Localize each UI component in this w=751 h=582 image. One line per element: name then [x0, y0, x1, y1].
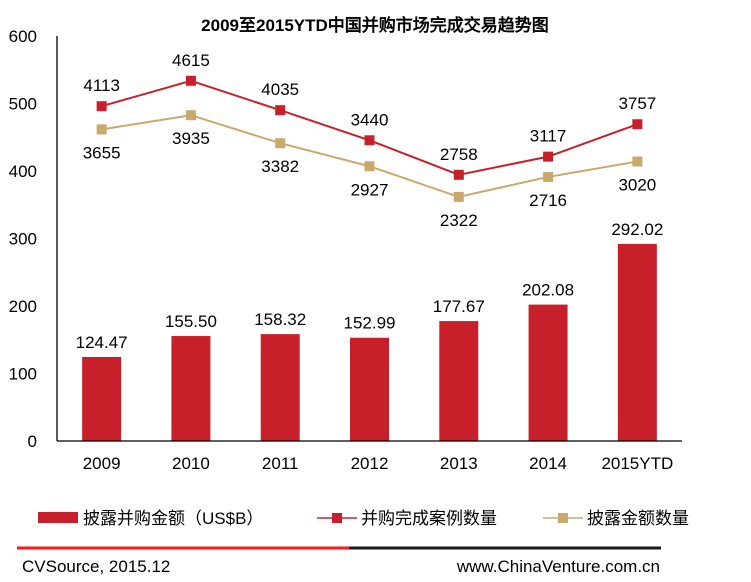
chart-title: 2009至2015YTD中国并购市场完成交易趋势图: [201, 15, 549, 35]
data-point-marker[interactable]: [185, 110, 196, 121]
line-data-label: 3020: [618, 176, 656, 195]
bar[interactable]: [82, 356, 122, 441]
x-tick-label: 2013: [440, 454, 478, 473]
bar[interactable]: [171, 336, 211, 441]
bar-data-label: 177.67: [433, 297, 485, 316]
data-point-marker[interactable]: [632, 119, 643, 130]
source-note: CVSource, 2015.12: [22, 557, 170, 576]
legend-label: 披露并购金额（US$B）: [83, 509, 263, 528]
line-series: 4113 4615 4035 3440 2758 3117 3757 3655 3935 3382…: [83, 51, 657, 230]
data-point-marker[interactable]: [543, 171, 554, 182]
legend-swatch-marker: [558, 513, 568, 523]
bar[interactable]: [528, 304, 568, 441]
line-data-label: 4615: [172, 51, 210, 70]
line-data-label: 2716: [529, 191, 567, 210]
data-point-marker[interactable]: [364, 161, 375, 172]
line-data-label: 3440: [351, 110, 389, 129]
bar-data-label: 202.08: [522, 281, 574, 300]
website-link[interactable]: www.ChinaVenture.com.cn: [456, 557, 660, 576]
bar-data-label: 124.47: [76, 333, 128, 352]
legend-item-disclosed-count[interactable]: 披露金额数量: [543, 509, 689, 528]
bar-data-labels: 124.47 155.50 158.32 152.99 177.67 202.08 292.…: [76, 220, 664, 352]
line-data-label: 3382: [261, 157, 299, 176]
footer: CVSource, 2015.12 www.ChinaVenture.com.c…: [17, 546, 661, 576]
data-point-marker[interactable]: [96, 101, 107, 112]
data-point-marker[interactable]: [453, 169, 464, 180]
legend-swatch-bar: [38, 512, 78, 523]
y-tick-label: 600: [9, 27, 37, 46]
x-tick-label: 2012: [351, 454, 389, 473]
y-tick-label: 300: [9, 230, 37, 249]
bar-data-label: 152.99: [344, 314, 396, 333]
line-data-label: 3117: [530, 127, 567, 146]
x-tick-label: 2014: [529, 454, 567, 473]
x-tick-label: 2010: [172, 454, 210, 473]
legend-swatch-marker: [332, 513, 342, 523]
bar[interactable]: [350, 337, 389, 441]
bar-data-label: 155.50: [165, 312, 217, 331]
line-data-label: 4035: [261, 80, 299, 99]
legend: 披露并购金额（US$B） 并购完成案例数量 披露金额数量: [38, 509, 689, 528]
x-tick-label: 2009: [83, 454, 121, 473]
data-point-marker[interactable]: [185, 75, 196, 86]
x-axis-ticks: 2009 2010 2011 2012 2013 2014 2015YTD: [83, 454, 674, 473]
y-tick-label: 0: [28, 432, 37, 451]
line-series-completed-deals: 4113 4615 4035 3440 2758 3117 3757: [83, 51, 656, 180]
bar-series: [82, 243, 657, 441]
legend-item-bar-amount[interactable]: 披露并购金额（US$B）: [38, 509, 263, 528]
x-tick-label: 2011: [262, 454, 299, 473]
data-point-marker[interactable]: [364, 135, 375, 146]
bar[interactable]: [260, 334, 300, 441]
bar-data-label: 292.02: [611, 220, 663, 239]
y-tick-label: 200: [9, 297, 37, 316]
y-tick-label: 400: [9, 162, 37, 181]
y-tick-label: 100: [9, 365, 37, 384]
legend-label: 披露金额数量: [587, 509, 689, 528]
bar-data-label: 158.32: [254, 310, 306, 329]
y-axis-ticks: 0 100 200 300 400 500 600: [9, 27, 37, 451]
data-point-marker[interactable]: [453, 191, 464, 202]
bar[interactable]: [439, 321, 479, 441]
data-point-marker[interactable]: [275, 105, 286, 116]
line-series-disclosed-count: 3655 3935 3382 2927 2322 2716 3020: [83, 110, 656, 230]
line-data-label: 2927: [351, 180, 389, 199]
data-point-marker[interactable]: [275, 138, 286, 149]
line-data-label: 2758: [440, 145, 478, 164]
line-data-label: 3655: [83, 143, 121, 162]
legend-item-completed-deals[interactable]: 并购完成案例数量: [317, 509, 497, 528]
data-point-marker[interactable]: [632, 156, 643, 167]
line-data-label: 3935: [172, 129, 210, 148]
bar[interactable]: [617, 243, 657, 441]
data-point-marker[interactable]: [543, 151, 554, 162]
line-data-label: 2322: [440, 211, 478, 230]
axes: [56, 36, 682, 442]
y-tick-label: 500: [9, 95, 37, 114]
line-data-label: 3757: [618, 94, 656, 113]
x-tick-label: 2015YTD: [601, 454, 673, 473]
legend-label: 并购完成案例数量: [361, 509, 497, 528]
data-point-marker[interactable]: [96, 124, 107, 135]
line-data-label: 4113: [83, 76, 120, 95]
